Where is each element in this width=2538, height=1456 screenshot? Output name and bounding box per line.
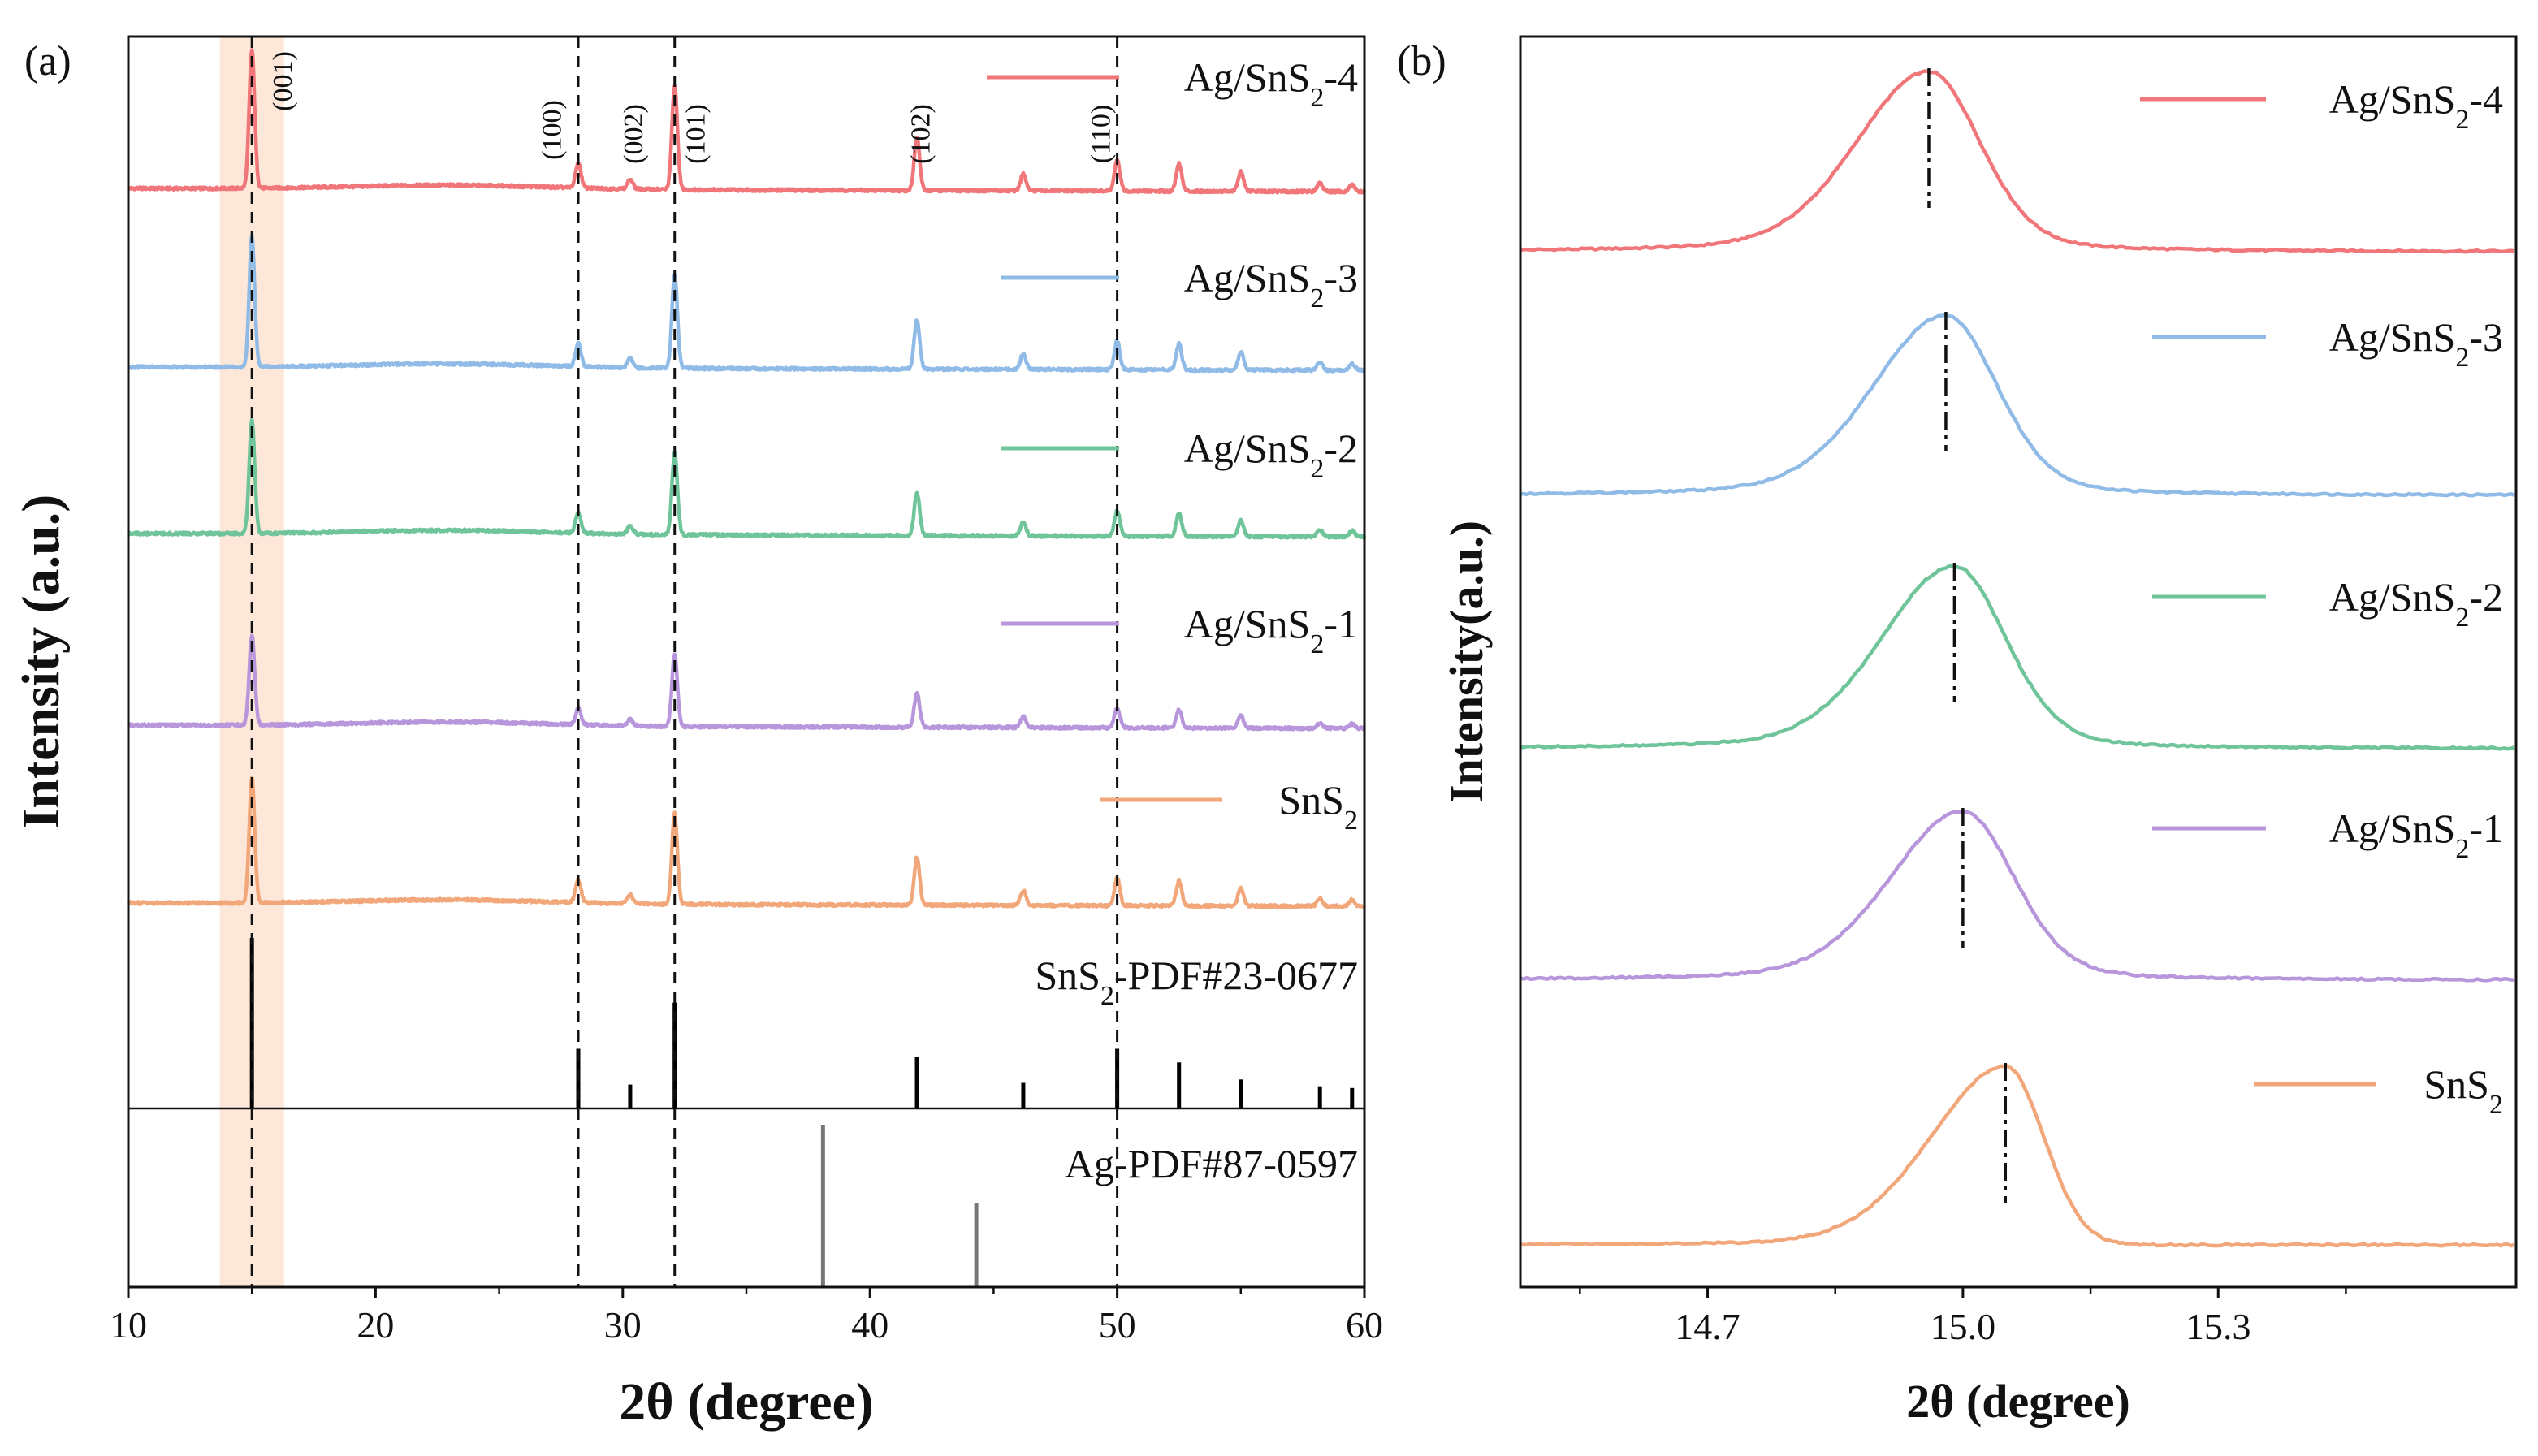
x-tick-label: 40 [851, 1304, 889, 1346]
legend-label: Ag/SnS2-3 [1184, 255, 1358, 313]
legend-label-main: SnS [2423, 1061, 2489, 1107]
legend-label: SnS2 [2423, 1061, 2503, 1120]
legend-label-tail: -2 [2469, 574, 2503, 620]
legend-item: SnS2 [1100, 777, 1358, 836]
zoom-line-ag-sns2-2 [1520, 564, 2515, 751]
legend-item: Ag/SnS2-3 [1001, 255, 1358, 313]
legend-label-main: Ag/SnS [1184, 426, 1311, 471]
zoom-line-ag-sns2-3 [1520, 313, 2515, 498]
legend-label-main: Ag/SnS [2329, 76, 2456, 122]
panel-a-x-ticks: 10 20 30 40 50 60 [110, 1287, 1383, 1346]
legend-label-tail: -1 [1324, 601, 1358, 646]
zoom-line-ag-sns2-1 [1520, 810, 2514, 983]
panel-a-label: (a) [24, 38, 71, 84]
plane-label: (110) [1086, 105, 1116, 163]
legend-item: Ag/SnS2-1 [2152, 806, 2503, 864]
legend-label-sub: 2 [1310, 83, 1324, 113]
legend-label-tail: -2 [1324, 426, 1358, 471]
pattern-line-ag-sns2-4 [126, 48, 1367, 195]
plane-label: (101) [681, 104, 711, 164]
plane-label: (100) [538, 100, 568, 160]
panel-b-series [1520, 68, 2515, 1248]
legend-label: Ag/SnS2-1 [1184, 601, 1358, 659]
x-tick-label: 30 [604, 1304, 642, 1346]
legend-label: Ag/SnS2-4 [2329, 76, 2503, 135]
x-tick-label: 60 [1346, 1304, 1383, 1346]
legend-label-tail: -1 [2469, 806, 2503, 851]
zoom-line-ag-sns2-4 [1520, 69, 2515, 254]
pattern-line-ag-sns2-3 [127, 234, 1366, 374]
panel-a-y-axis-label: Intensity (a.u.) [11, 495, 71, 830]
panel-b-x-axis-label: 2θ (degree) [1906, 1375, 2130, 1428]
panel-b-label: (b) [1397, 38, 1446, 84]
panel-a-reference-patterns: SnS2-PDF#23-0677 Ag-PDF#87-0597 [249, 938, 1358, 1287]
legend-label-sub: 2 [2455, 343, 2469, 373]
panel-b-y-axis-label: Intensity(a.u.) [1440, 521, 1493, 803]
x-tick-label: 15.3 [2186, 1306, 2251, 1347]
legend-label-sub: 2 [2455, 105, 2469, 135]
plane-label: (001) [268, 51, 298, 111]
panel-a-plane-labels: (001) (100) (002) (101) (102) (110) [268, 51, 1117, 164]
zoom-line-sns2 [1520, 1064, 2515, 1248]
x-tick-label: 15.0 [1931, 1306, 1996, 1347]
legend-label-sub: 2 [1310, 454, 1324, 484]
plane-label: (102) [906, 104, 936, 164]
legend-label-sub: 2 [2489, 1090, 2503, 1120]
panel-b: (b) Ag/SnS2-4Ag/SnS2-3Ag/SnS2-2Ag/SnS2-1… [1397, 35, 2518, 1428]
legend-label-sub: 2 [1344, 806, 1358, 836]
sns2-reference-label-sub: 2 [1100, 981, 1114, 1011]
legend-label-main: SnS [1278, 777, 1344, 823]
legend-label-main: Ag/SnS [2329, 574, 2456, 620]
legend-label-tail: -4 [1324, 54, 1358, 100]
legend-label-tail: -4 [2469, 76, 2503, 122]
legend-label: Ag/SnS2-4 [1184, 54, 1358, 113]
legend-label-tail: -3 [2469, 314, 2503, 360]
legend-label-main: Ag/SnS [1184, 601, 1311, 646]
x-tick-label: 10 [110, 1304, 147, 1346]
legend-label: Ag/SnS2-3 [2329, 314, 2503, 373]
legend-label-main: Ag/SnS [2329, 314, 2456, 360]
legend-label: Ag/SnS2-1 [2329, 806, 2503, 864]
legend-label: Ag/SnS2-2 [1184, 426, 1358, 484]
legend-label: Ag/SnS2-2 [2329, 574, 2503, 633]
legend-label-main: Ag/SnS [1184, 255, 1311, 300]
legend-label-main: Ag/SnS [1184, 54, 1311, 100]
legend-label: SnS2 [1278, 777, 1358, 836]
legend-label-sub: 2 [1310, 283, 1324, 313]
legend-label-tail: -3 [1324, 255, 1358, 300]
legend-item: Ag/SnS2-2 [2152, 574, 2503, 633]
ag-reference-label: Ag-PDF#87-0597 [1065, 1141, 1358, 1186]
pattern-line-ag-sns2-1 [126, 633, 1366, 732]
x-tick-label: 14.7 [1675, 1306, 1740, 1347]
legend-label-sub: 2 [2455, 603, 2469, 633]
sns2-reference-label-tail: -PDF#23-0677 [1114, 953, 1358, 998]
legend-label-main: Ag/SnS [2329, 806, 2456, 851]
panel-a-dashed-guides [250, 37, 1119, 1287]
plane-label: (002) [619, 104, 649, 164]
panel-a-series [126, 48, 1367, 909]
x-tick-label: 50 [1099, 1304, 1136, 1346]
panel-b-x-ticks: 14.7 15.0 15.3 [1579, 1287, 2347, 1347]
ag-reference-label-main: Ag-PDF#87-0597 [1065, 1141, 1358, 1186]
legend-item: Ag/SnS2-2 [1001, 426, 1358, 484]
legend-item: Ag/SnS2-4 [987, 54, 1358, 113]
sns2-reference-label: SnS2-PDF#23-0677 [1035, 953, 1358, 1011]
x-tick-label: 20 [357, 1304, 394, 1346]
panel-a-x-axis-label: 2θ (degree) [619, 1372, 874, 1432]
legend-item: SnS2 [2254, 1061, 2503, 1120]
legend-item: Ag/SnS2-1 [1001, 601, 1358, 659]
pattern-line-sns2 [126, 776, 1367, 909]
legend-label-sub: 2 [1310, 629, 1324, 659]
sns2-reference-label-main: SnS [1035, 953, 1100, 998]
pattern-line-ag-sns2-2 [126, 417, 1367, 540]
legend-label-sub: 2 [2455, 834, 2469, 864]
legend-item: Ag/SnS2-3 [2152, 314, 2503, 373]
panel-b-frame [1519, 35, 2518, 1289]
legend-item: Ag/SnS2-4 [2140, 76, 2503, 135]
